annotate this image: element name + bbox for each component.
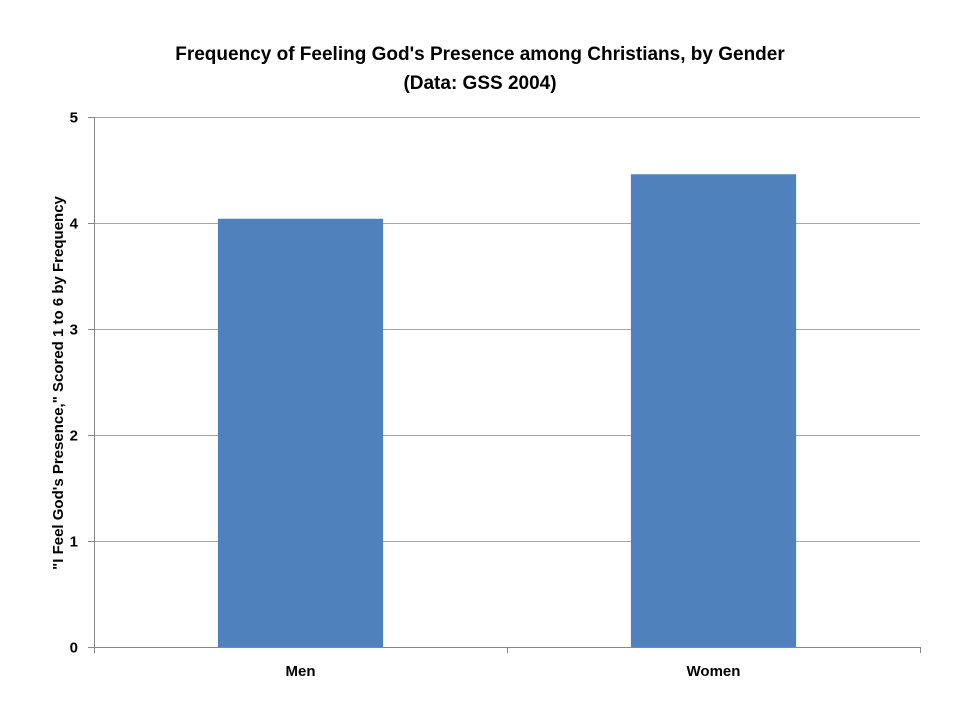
x-category-label: Men <box>286 663 316 680</box>
y-tick-label: 0 <box>70 640 78 657</box>
bars <box>217 174 797 648</box>
tick-labels: 0 1 2 3 4 5 Men Women <box>70 110 741 681</box>
chart-title: Frequency of Feeling God's Presence amon… <box>175 44 785 65</box>
chart-subtitle: (Data: GSS 2004) <box>403 73 557 94</box>
y-tick-label: 1 <box>70 534 78 551</box>
y-axis-title: "I Feel God's Presence," Scored 1 to 6 b… <box>50 195 67 569</box>
x-category-label: Women <box>687 663 741 680</box>
y-tick-label: 4 <box>70 216 79 233</box>
axes <box>88 117 921 653</box>
bar-men <box>217 218 384 647</box>
y-tick-label: 2 <box>70 428 78 445</box>
bar-women <box>630 174 797 648</box>
y-tick-label: 5 <box>70 110 78 127</box>
y-tick-label: 3 <box>70 322 78 339</box>
